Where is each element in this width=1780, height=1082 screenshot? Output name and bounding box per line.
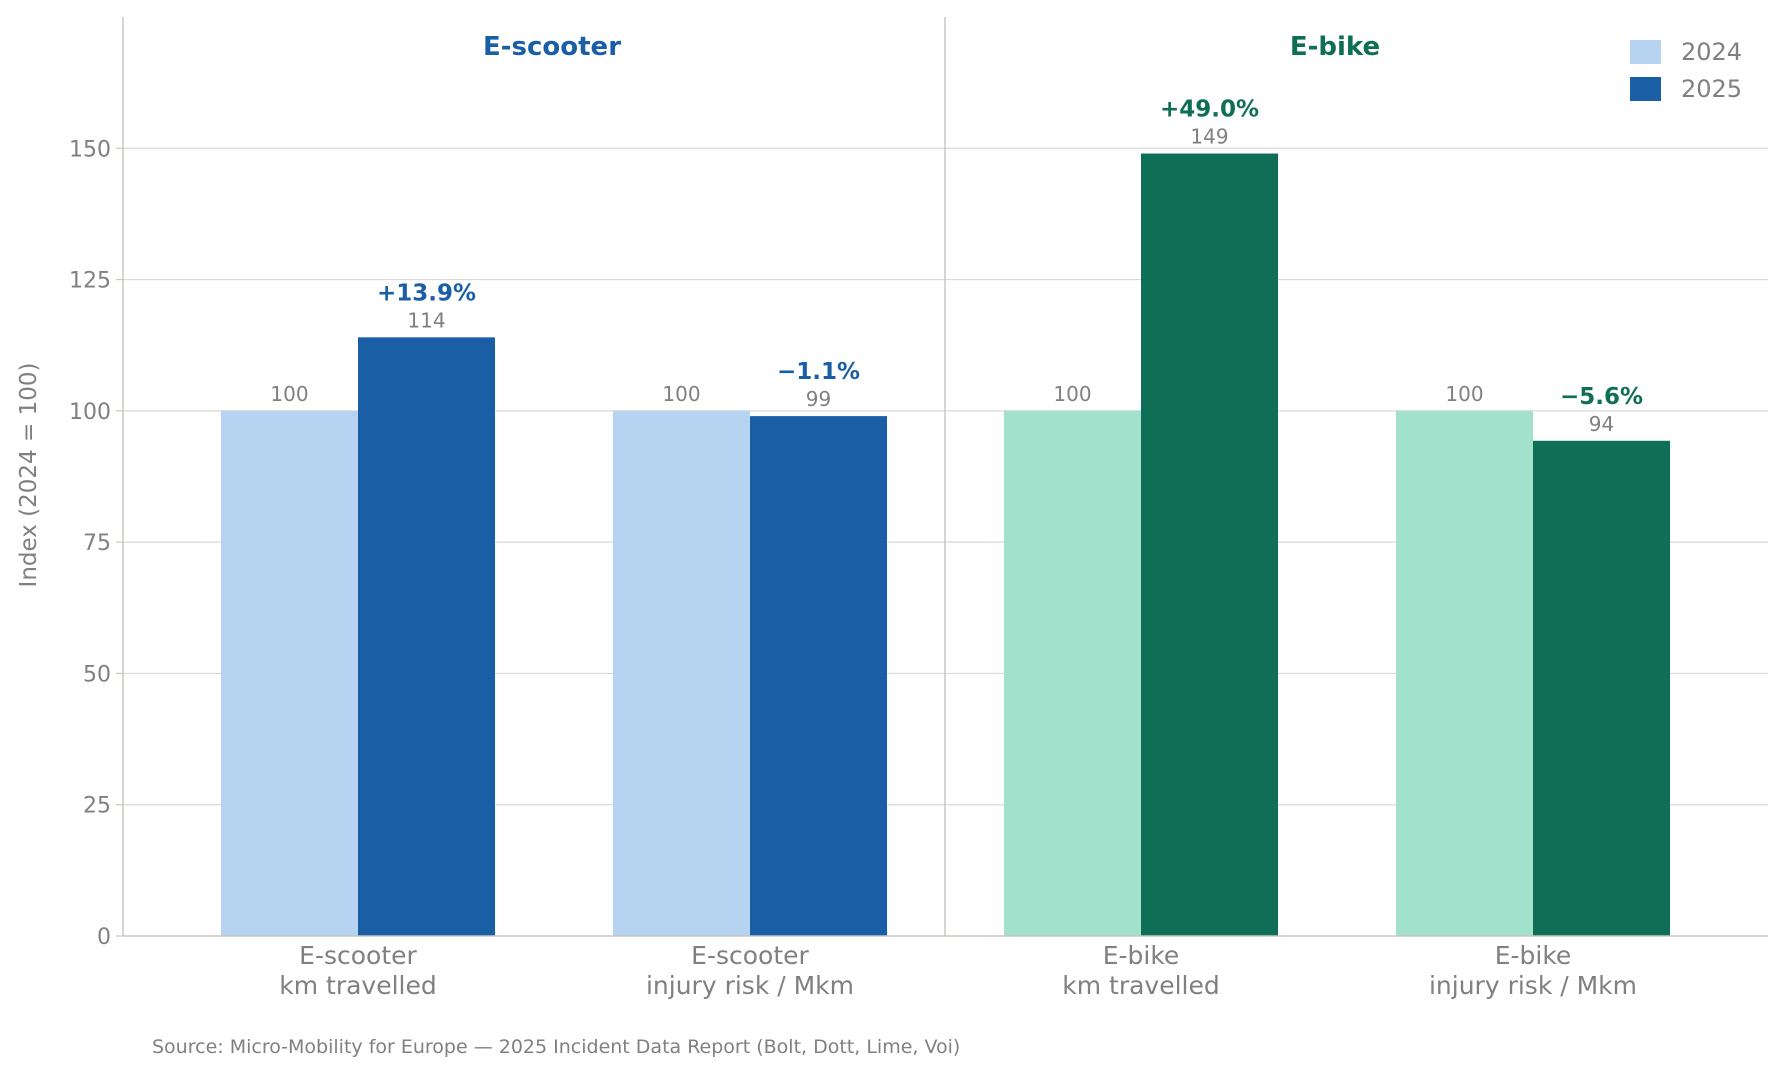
value-label-2024: 100 — [1053, 382, 1091, 406]
value-label-2025: 94 — [1589, 412, 1614, 436]
value-label-2025: 149 — [1190, 125, 1228, 149]
axes — [122, 17, 1768, 937]
bar-2025 — [1533, 440, 1670, 936]
value-label-2025: 99 — [806, 387, 831, 411]
panel-title-ebike: E-bike — [1290, 32, 1380, 62]
panel-title-escooter: E-scooter — [483, 32, 621, 62]
x-category-label: E-scooter — [299, 941, 417, 970]
bar-2025 — [1141, 153, 1278, 937]
legend-swatch-2025 — [1630, 77, 1661, 101]
value-label-2025: 114 — [407, 308, 445, 332]
y-tick-label: 0 — [97, 925, 111, 950]
value-label-2024: 100 — [270, 382, 308, 406]
data-labels: 100 114+13.9% 100 99−1.1% 100 149+49.0% 100 94−… — [270, 97, 1643, 436]
x-category-sublabel: injury risk / Mkm — [646, 971, 854, 1000]
y-tick-label: 150 — [69, 137, 111, 162]
x-category-sublabel: km travelled — [1062, 971, 1220, 1000]
bar-2024 — [1396, 410, 1533, 936]
legend-swatch-2024 — [1630, 40, 1661, 64]
legend-label-2024: 2024 — [1681, 38, 1742, 66]
x-category-label: E-bike — [1103, 941, 1180, 970]
change-label: −5.6% — [1560, 384, 1643, 410]
y-tick-label: 100 — [69, 400, 111, 425]
bar-2025 — [750, 416, 887, 936]
x-category-sublabel: injury risk / Mkm — [1429, 971, 1637, 1000]
bar-2025 — [358, 337, 495, 936]
x-category-sublabel: km travelled — [279, 971, 437, 1000]
bars — [221, 153, 1670, 937]
y-tick-label: 125 — [69, 269, 111, 294]
y-tick-label: 75 — [83, 531, 111, 556]
legend-label-2025: 2025 — [1681, 75, 1742, 103]
source-note: Source: Micro-Mobility for Europe — 2025… — [152, 1036, 960, 1058]
value-label-2024: 100 — [662, 382, 700, 406]
y-tick-label: 50 — [83, 662, 111, 687]
change-label: −1.1% — [777, 359, 860, 385]
change-label: +13.9% — [377, 280, 476, 306]
y-axis-label: Index (2024 = 100) — [16, 363, 42, 588]
bar-2024 — [221, 410, 358, 936]
x-category-label: E-scooter — [691, 941, 809, 970]
bar-2024 — [1004, 410, 1141, 936]
change-label: +49.0% — [1160, 97, 1259, 123]
bar-2024 — [613, 410, 750, 936]
x-category-label: E-bike — [1495, 941, 1572, 970]
y-tick-label: 25 — [83, 794, 111, 819]
y-ticks: 0 25 50 75 100 125 150 — [69, 137, 123, 950]
legend: 2024 2025 — [1630, 38, 1742, 103]
value-label-2024: 100 — [1445, 382, 1483, 406]
